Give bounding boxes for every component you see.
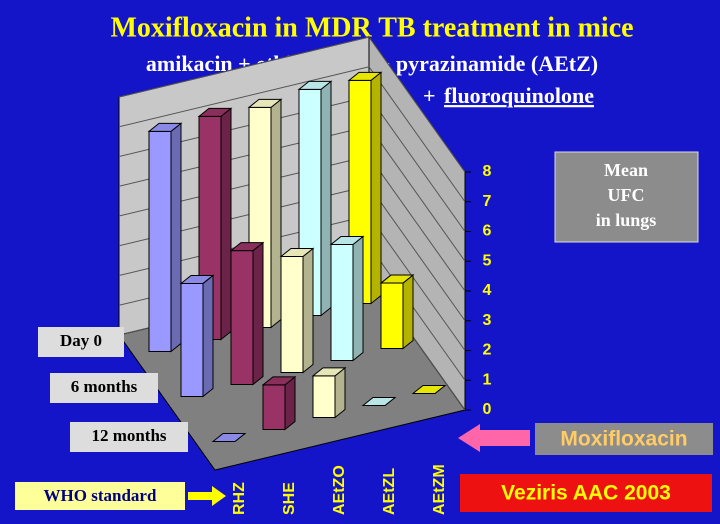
- bar-top: [179, 274, 215, 284]
- bar: [179, 274, 215, 398]
- bar-front: [280, 255, 304, 374]
- reference-label: Veziris AAC 2003: [501, 482, 671, 505]
- bar-front: [380, 282, 404, 349]
- bar: [361, 397, 397, 406]
- title: Moxifloxacin in MDR TB treatment in mice: [110, 12, 633, 43]
- bar: [329, 235, 365, 362]
- reference-box: [460, 474, 712, 512]
- bar-top: [311, 367, 347, 377]
- bar: [311, 366, 347, 419]
- legend-label: Day 0: [60, 331, 102, 350]
- x-tick-label: AEtZO: [331, 465, 348, 515]
- bar-side: [252, 241, 264, 386]
- x-tick-label: AEtZL: [381, 468, 398, 515]
- bar-top: [247, 98, 283, 108]
- grid-line: [368, 155, 466, 292]
- legend-label: 6 months: [71, 377, 138, 396]
- x-tick-label: AEtZM: [431, 464, 448, 515]
- legend-label: 12 months: [91, 426, 166, 445]
- bar-side: [370, 71, 382, 305]
- arrow: [458, 424, 530, 452]
- bar-side: [402, 274, 414, 350]
- y-tick-label: 3: [483, 312, 492, 329]
- bar: [279, 247, 315, 374]
- bar-side: [334, 366, 346, 419]
- legend-box: [38, 327, 124, 357]
- chart: 0 1 2 3 4 5 6 7 8 RHZ SHE AEtZO AEtZL AEtZM: [118, 35, 492, 515]
- bar-side: [170, 122, 182, 353]
- bar-top: [347, 71, 383, 81]
- highlight-label: Moxifloxacin: [560, 428, 687, 451]
- bar: [211, 433, 247, 442]
- y-tick-label: 7: [483, 193, 492, 210]
- note-line: in lungs: [596, 210, 657, 230]
- bar: [261, 375, 297, 431]
- y-tick-label: 8: [483, 163, 492, 180]
- highlight-box: [535, 423, 713, 455]
- bar-top: [261, 376, 297, 386]
- bar-top: [329, 235, 365, 245]
- bar-side: [202, 274, 214, 398]
- bar-top: [211, 433, 247, 442]
- standard-label: WHO standard: [44, 486, 157, 505]
- grid-line: [368, 66, 466, 203]
- grid-line: [368, 96, 466, 232]
- note-box: [554, 151, 699, 243]
- bar-front: [148, 130, 172, 352]
- bar-top: [229, 242, 265, 252]
- y-tick-label: 2: [483, 342, 492, 359]
- bar: [147, 122, 183, 353]
- bar-top: [279, 247, 315, 257]
- x-tick-label: SHE: [281, 482, 298, 515]
- bar-front: [262, 384, 286, 430]
- bar-top: [379, 274, 415, 284]
- bar-side: [270, 98, 282, 329]
- bar-top: [411, 385, 447, 394]
- legend-box: [50, 373, 158, 403]
- grid-line: [368, 215, 466, 351]
- bar-side: [220, 107, 232, 341]
- y-tick-label: 1: [483, 371, 492, 388]
- bar-front: [330, 243, 354, 362]
- subtitle-emphasis: fluoroquinolone: [444, 83, 594, 108]
- bar-front: [312, 375, 336, 419]
- y-tick-label: 5: [483, 252, 492, 269]
- grid-line: [118, 36, 370, 98]
- bar-front: [230, 250, 254, 385]
- y-tick-label: 6: [483, 223, 492, 240]
- bar-side: [352, 235, 364, 362]
- bar-top: [297, 80, 333, 90]
- bar-top: [361, 397, 397, 406]
- note-line: UFC: [608, 185, 645, 205]
- grid-line: [368, 125, 466, 262]
- y-tick-label: 0: [483, 401, 492, 418]
- bar: [379, 274, 415, 350]
- standard-box: [15, 482, 185, 510]
- grid-line: [118, 66, 370, 128]
- legend-box: [70, 422, 188, 452]
- grid-line: [368, 36, 466, 173]
- arrow: [188, 486, 226, 506]
- bar: [229, 241, 265, 386]
- bar-top: [197, 107, 233, 117]
- grid-line: [368, 244, 466, 381]
- y-tick-label: 4: [483, 282, 492, 299]
- grid-line: [368, 185, 466, 322]
- note-line: Mean: [604, 160, 648, 180]
- bar-side: [320, 80, 332, 317]
- bar-side: [284, 375, 296, 431]
- bar-front: [180, 282, 204, 398]
- bar: [411, 385, 447, 394]
- x-tick-label: RHZ: [231, 482, 248, 515]
- bar-top: [147, 122, 183, 132]
- bar-side: [302, 247, 314, 374]
- subtitle-prefix: +: [423, 83, 436, 108]
